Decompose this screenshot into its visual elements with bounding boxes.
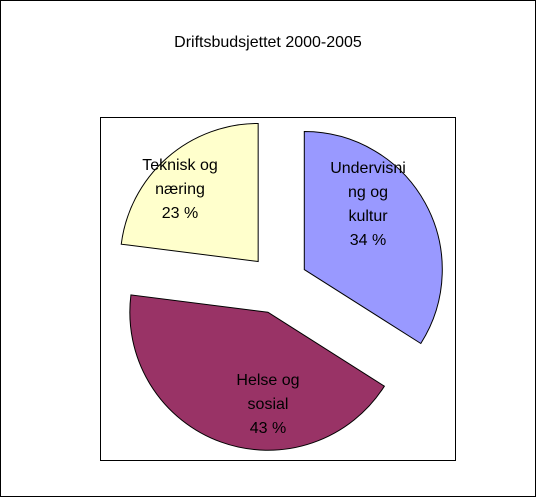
slice-value-label: 43 % (249, 420, 287, 437)
pie-slice (120, 122, 259, 263)
slice-label: Teknisk og næring 23 % (140, 154, 220, 226)
slice-label: Undervisning og kultur 34 % (328, 157, 408, 253)
plot-area (100, 117, 456, 461)
chart-title: Driftsbudsjettet 2000-2005 (174, 34, 362, 51)
pie-slice (129, 294, 386, 451)
slice-value-label: 34 % (349, 232, 387, 249)
slice-value-label: 23 % (161, 205, 199, 222)
pie-slice (303, 131, 443, 345)
slice-category: Undervisning og kultur (330, 160, 406, 225)
slice-label: Helse og sosial 43 % (228, 369, 308, 441)
slice-category: Teknisk og næring (142, 157, 218, 198)
slice-category: Helse og sosial (236, 372, 300, 413)
